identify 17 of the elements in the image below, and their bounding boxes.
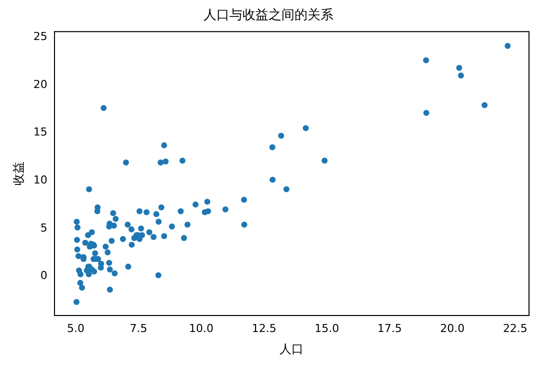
x-tick-label: 17.5 (377, 322, 402, 335)
x-tick-label: 7.5 (130, 322, 148, 335)
x-tick-label: 15.0 (314, 322, 340, 335)
x-axis-title: 人口 (280, 342, 304, 356)
x-tick-label: 5.0 (66, 322, 84, 335)
y-axis-title: 收益 (11, 162, 26, 186)
y-tick-label: 5 (40, 221, 48, 234)
x-tick-label: 10.0 (189, 322, 214, 335)
y-tick-label: 20 (33, 78, 48, 91)
y-tick-label: 25 (33, 30, 48, 44)
y-tick-label: 10 (33, 174, 48, 187)
y-tick-label: 0 (40, 269, 48, 282)
y-tick-label: 15 (33, 126, 48, 139)
x-tick-label: 20.0 (440, 322, 465, 335)
x-tick-label: 22.5 (502, 322, 528, 335)
x-tick-label: 12.5 (252, 322, 276, 335)
chart-title: 人口与收益之间的关系 (204, 8, 334, 24)
